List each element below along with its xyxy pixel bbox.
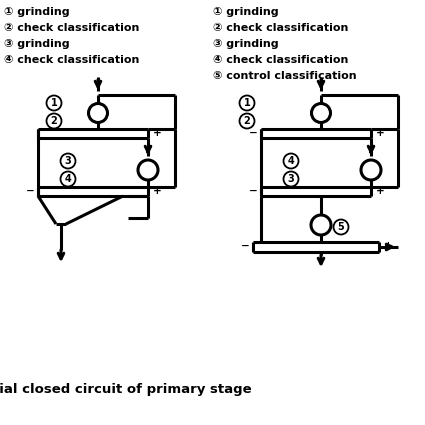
Text: 2: 2 — [51, 116, 57, 126]
Text: 1: 1 — [51, 98, 57, 108]
Text: 5: 5 — [337, 222, 344, 232]
Circle shape — [46, 96, 62, 110]
Text: ① grinding: ① grinding — [213, 7, 279, 17]
Text: 3: 3 — [65, 156, 71, 166]
Circle shape — [283, 153, 298, 168]
Circle shape — [60, 172, 76, 187]
Text: 4: 4 — [65, 174, 71, 184]
Text: +: + — [376, 128, 384, 138]
Text: Partial closed circuit of primary stage: Partial closed circuit of primary stage — [0, 383, 252, 397]
Text: ② check classification: ② check classification — [213, 23, 348, 33]
Text: ⑤ control classification: ⑤ control classification — [213, 71, 357, 81]
Circle shape — [312, 104, 331, 122]
Text: −: − — [26, 186, 34, 196]
Text: ④ check classification: ④ check classification — [213, 55, 348, 65]
Circle shape — [88, 104, 108, 122]
Circle shape — [60, 153, 76, 168]
Text: ③ grinding: ③ grinding — [213, 39, 279, 49]
Text: +: + — [376, 186, 384, 196]
Circle shape — [138, 160, 158, 180]
Text: −: − — [241, 241, 249, 251]
Text: 2: 2 — [244, 116, 250, 126]
Text: +: + — [153, 186, 162, 196]
Circle shape — [311, 215, 331, 235]
Text: −: − — [249, 128, 258, 138]
Circle shape — [361, 160, 381, 180]
Circle shape — [240, 96, 255, 110]
Text: −: − — [249, 186, 258, 196]
Text: 1: 1 — [244, 98, 250, 108]
Text: +: + — [153, 128, 162, 138]
Circle shape — [240, 113, 255, 128]
Text: ② check classification: ② check classification — [4, 23, 139, 33]
Text: ① grinding: ① grinding — [4, 7, 70, 17]
Text: ④ check classification: ④ check classification — [4, 55, 139, 65]
Text: 3: 3 — [288, 174, 295, 184]
Circle shape — [283, 172, 298, 187]
Text: +: + — [384, 241, 392, 251]
Text: ③ grinding: ③ grinding — [4, 39, 70, 49]
Circle shape — [334, 219, 348, 235]
Circle shape — [46, 113, 62, 128]
Text: 4: 4 — [288, 156, 295, 166]
